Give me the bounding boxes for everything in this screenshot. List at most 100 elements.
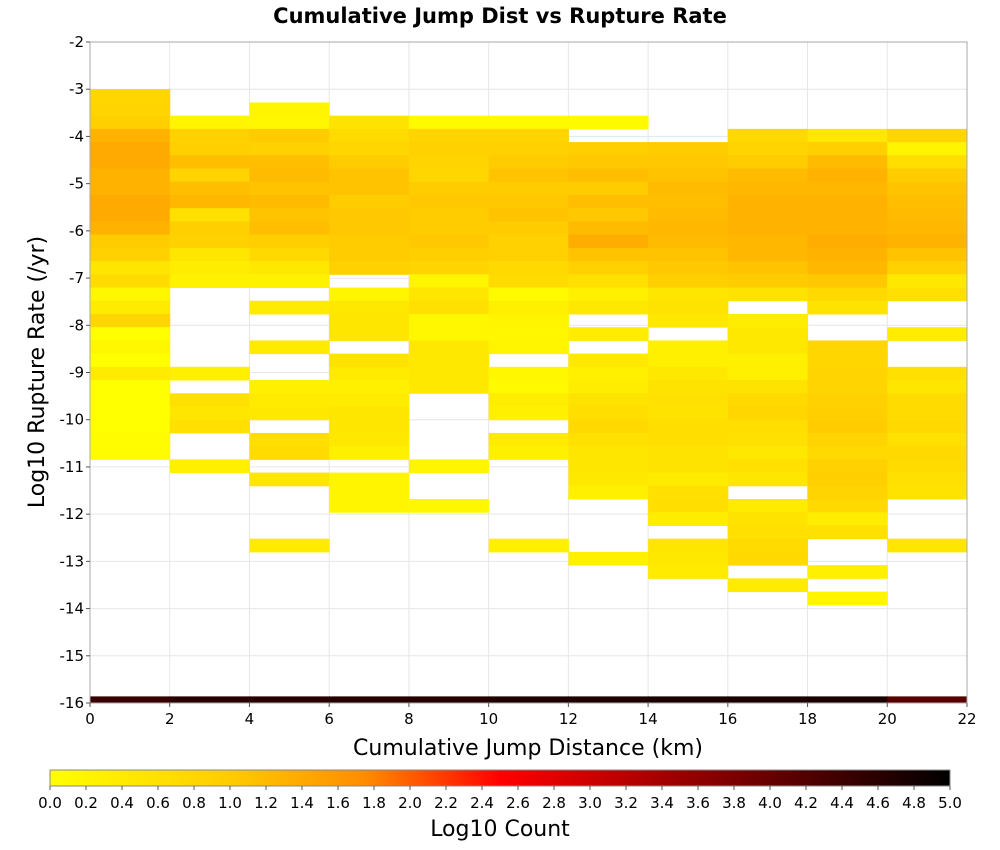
colorbar-tick-label: 2.0 [398, 794, 422, 812]
heatmap-cell [887, 194, 968, 209]
heatmap-cell [568, 181, 649, 196]
heatmap-cell [488, 128, 569, 143]
heatmap-cell [90, 327, 171, 341]
heatmap-cell [887, 366, 968, 381]
heatmap-cell [568, 366, 649, 381]
heatmap-cell [648, 446, 729, 460]
heatmap-cell [408, 181, 490, 196]
heatmap-cell [169, 274, 250, 289]
heatmap-cell [169, 208, 250, 222]
heatmap-cells [90, 89, 968, 703]
heatmap-cell [90, 446, 171, 460]
colorbar-tick-label: 3.8 [722, 794, 746, 812]
heatmap-cell [727, 287, 809, 302]
heatmap-cell [727, 472, 809, 487]
heatmap-cell [648, 221, 729, 236]
heatmap-cell [648, 380, 729, 394]
heatmap-cell [169, 419, 250, 434]
heatmap-cell [90, 340, 171, 355]
heatmap-cell [488, 313, 569, 328]
heatmap-cell [90, 89, 171, 103]
heatmap-cell [249, 128, 330, 143]
heatmap-cell [568, 168, 649, 183]
heatmap-cell [329, 499, 410, 513]
colorbar-tick-label: 4.6 [866, 794, 890, 812]
heatmap-cell [727, 261, 809, 275]
heatmap-cell [727, 525, 809, 540]
heatmap-cell [329, 393, 410, 407]
heatmap-cell [807, 287, 888, 302]
heatmap-cell [887, 274, 968, 289]
heatmap-cell [648, 247, 729, 262]
heatmap-cell [329, 327, 410, 341]
heatmap-cell [408, 234, 490, 249]
heatmap-cell [169, 234, 250, 249]
heatmap-cell [90, 155, 171, 170]
x-tick-label: 2 [165, 710, 175, 728]
heatmap-cell [90, 274, 171, 289]
y-tick-label: -9 [69, 364, 84, 382]
colorbar-tick-label: 3.0 [578, 794, 602, 812]
heatmap-cell [807, 168, 888, 183]
heatmap-cell [887, 234, 968, 249]
heatmap-cell [90, 102, 171, 117]
colorbar-tick-label: 1.2 [254, 794, 278, 812]
heatmap-cell [568, 327, 649, 341]
heatmap-cell [249, 247, 330, 262]
heatmap-cell [488, 234, 569, 249]
heatmap-cell [887, 128, 968, 143]
heatmap-cell [568, 194, 649, 209]
x-tick-label: 4 [245, 710, 255, 728]
heatmap-cell [887, 287, 968, 302]
heatmap-cell [249, 208, 330, 222]
heatmap-cell [807, 393, 888, 407]
colorbar-tick-label: 3.4 [650, 794, 674, 812]
x-tick-label: 18 [798, 710, 817, 728]
heatmap-cell [90, 300, 171, 315]
colorbar-tick-label: 4.8 [902, 794, 926, 812]
heatmap-cell [568, 393, 649, 407]
heatmap-cell [329, 696, 410, 703]
heatmap-cell [408, 380, 490, 394]
heatmap-cell [648, 393, 729, 407]
heatmap-cell [488, 327, 569, 341]
heatmap-cell [887, 406, 968, 421]
heatmap-cell [488, 432, 569, 447]
x-tick-label: 10 [479, 710, 498, 728]
heatmap-cell [648, 274, 729, 289]
heatmap-cell [329, 247, 410, 262]
heatmap-cell [568, 459, 649, 474]
heatmap-cell [568, 287, 649, 302]
heatmap-cell [727, 696, 809, 703]
heatmap-cell [169, 221, 250, 236]
heatmap-cell [727, 274, 809, 289]
heatmap-cell [329, 366, 410, 381]
heatmap-cell [329, 419, 410, 434]
heatmap-cell [169, 247, 250, 262]
heatmap-cell [488, 406, 569, 421]
heatmap-cell [488, 300, 569, 315]
heatmap-cell [249, 446, 330, 460]
heatmap-cell [408, 340, 490, 355]
heatmap-cell [408, 300, 490, 315]
colorbar-tick-label: 4.2 [794, 794, 818, 812]
heatmap-cell [648, 208, 729, 222]
heatmap-cell [249, 155, 330, 170]
heatmap-cell [727, 538, 809, 553]
heatmap-cell [249, 261, 330, 275]
heatmap-cell [408, 208, 490, 222]
heatmap-cell [329, 181, 410, 196]
heatmap-cell [648, 419, 729, 434]
heatmap-cell [488, 340, 569, 355]
heatmap-cell [807, 340, 888, 355]
heatmap-cell [807, 525, 888, 540]
heatmap-cell [727, 406, 809, 421]
heatmap-cell [90, 261, 171, 275]
heatmap-cell [807, 181, 888, 196]
heatmap-cell [90, 115, 171, 130]
heatmap-cell [329, 446, 410, 460]
heatmap-cell [408, 287, 490, 302]
heatmap-cell [329, 128, 410, 143]
heatmap-cell [568, 406, 649, 421]
heatmap-cell [887, 419, 968, 434]
